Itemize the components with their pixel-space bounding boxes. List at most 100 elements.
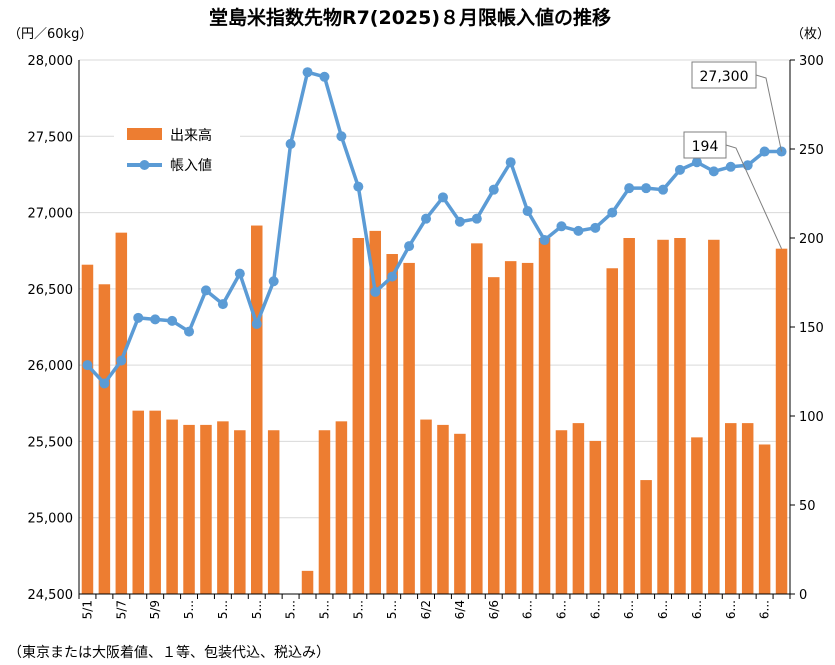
annotation-volume-leader [725,144,782,249]
volume-bar [606,268,619,594]
price-point [505,157,516,168]
volume-bar [538,238,551,594]
legend-bar-label: 出来高 [170,127,212,144]
y-left-ticks: 24,500 25,000 25,500 26,000 26,500 27,000 27,5… [28,54,74,603]
price-point [539,235,550,246]
y-right-ticks: 0 50 100 150 200 250 300 [790,54,824,603]
annotation-volume-text: 194 [692,139,719,155]
price-point [725,161,736,172]
volume-bar [504,261,517,594]
price-point [488,184,499,195]
volume-bar [741,423,754,594]
x-tick-label: 6/6 [487,600,501,619]
volume-bar [183,424,195,594]
legend: 出来高 帳入値 [114,114,240,184]
y-left-tick-label: 25,500 [28,435,74,450]
price-point [437,192,448,203]
y-left-tick-label: 24,500 [28,588,74,603]
y-right-tick-label: 150 [799,321,824,336]
annotation-price-text: 27,300 [700,69,749,85]
volume-bar [674,238,686,594]
x-tick-label: 6... [724,600,738,619]
price-point [319,71,330,82]
x-tick-label: 6... [690,600,704,619]
price-point [150,314,161,325]
volume-bar [200,424,212,594]
price-point [133,312,144,323]
price-point [624,183,635,194]
x-tick-label: 6... [554,600,568,619]
volume-bar [623,238,635,594]
volume-bar [487,277,500,594]
price-point [387,271,398,282]
annotations: 27,300 194 [683,61,783,249]
x-tick-label: 6... [588,600,602,619]
volume-bar [454,433,466,594]
price-point [82,360,93,371]
volume-bar [234,430,246,594]
price-point [404,241,415,252]
price-point [251,318,262,329]
price-point [370,286,381,297]
price-point [641,183,652,194]
x-tick-label: 5... [216,600,230,619]
volume-bar [640,480,652,594]
volume-bar [572,423,585,594]
price-point [522,206,533,217]
price-point [336,131,347,142]
bar-series [81,225,788,595]
y-left-tick-label: 26,500 [28,283,74,298]
price-point [691,157,702,168]
legend-line-label: 帳入値 [170,158,212,174]
price-point [268,276,279,287]
price-point [285,138,296,149]
legend-box [114,114,240,184]
volume-bar [369,230,382,594]
x-tick-label: 5... [182,600,196,619]
x-tick-label: 5/7 [114,600,128,619]
price-point [674,164,685,175]
legend-line-marker [139,160,150,170]
volume-bar [217,421,229,594]
x-tick-label: 6... [758,600,772,619]
x-tick-label: 6... [521,600,535,619]
y-right-tick-label: 300 [799,54,824,69]
price-point [353,181,364,192]
volume-bar [758,444,771,594]
price-point [573,225,584,236]
x-tick-label: 5... [351,600,365,619]
volume-bar [403,262,415,594]
volume-bar [437,424,449,594]
x-tick-label: 6... [622,600,636,619]
volume-bar [250,225,263,595]
source-note: （東京または大阪着値、１等、包装代込、税込み） [8,644,330,661]
volume-bar [589,440,602,594]
volume-bar [471,243,483,594]
price-point [454,216,465,227]
volume-bar [521,262,534,594]
price-point [658,184,669,195]
x-tick-label: 5... [317,600,331,619]
price-point [708,166,719,177]
volume-bar [335,421,348,594]
annotation-box-price [691,61,757,89]
x-tick-label: 5/9 [148,600,162,619]
volume-bar [318,430,331,594]
price-point [217,299,228,310]
volume-bar [555,430,568,594]
volume-bar [724,423,737,594]
price-point [471,213,482,224]
annotation-box-volume [683,131,727,159]
volume-bar [149,410,161,594]
price-point [184,326,195,337]
y-right-tick-label: 100 [799,410,824,425]
x-tick-label: 6/2 [419,600,433,619]
legend-bar-swatch [127,128,162,140]
volume-bar [420,419,432,594]
price-point [99,378,110,389]
y-left-tick-label: 27,500 [28,130,74,145]
volume-bar [301,570,314,594]
volume-bar [775,248,788,594]
y-left-tick-label: 28,000 [28,54,74,69]
y-left-tick-label: 25,000 [28,512,74,527]
